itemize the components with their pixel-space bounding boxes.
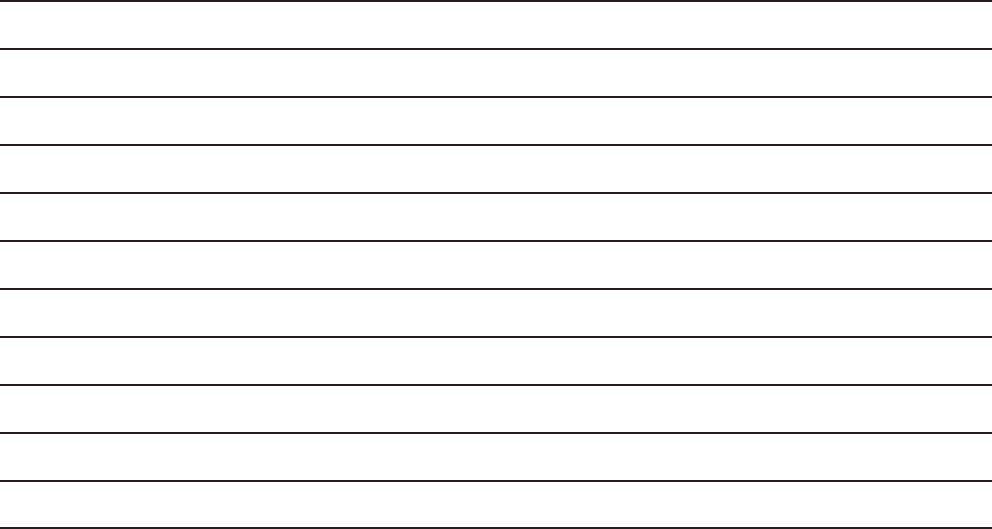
- ruled-line: [0, 384, 992, 386]
- ruled-line: [0, 48, 992, 50]
- ruled-line: [0, 336, 992, 338]
- ruled-line: [0, 0, 992, 2]
- ruled-line: [0, 432, 992, 434]
- ruled-line: [0, 192, 992, 194]
- ruled-line: [0, 527, 992, 529]
- ruled-line: [0, 96, 992, 98]
- ruled-line: [0, 240, 992, 242]
- ruled-line: [0, 144, 992, 146]
- ruled-line: [0, 288, 992, 290]
- ruled-line: [0, 480, 992, 482]
